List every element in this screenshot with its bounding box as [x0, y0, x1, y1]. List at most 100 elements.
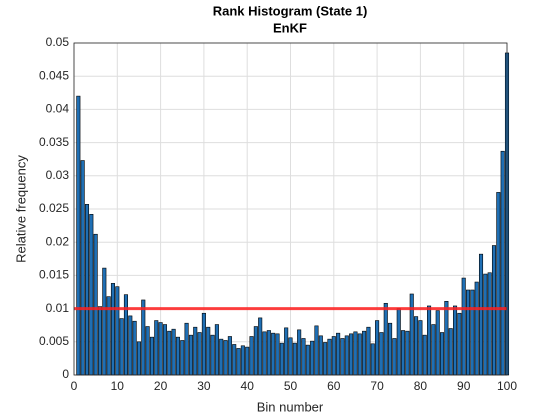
x-tick-label: 20	[154, 379, 168, 393]
x-tick-label: 0	[71, 379, 78, 393]
bar	[465, 289, 471, 376]
bar	[318, 335, 323, 376]
bar	[180, 340, 185, 376]
bar	[201, 312, 206, 376]
bar	[154, 320, 159, 376]
bar	[375, 320, 380, 376]
bar	[396, 308, 401, 376]
bar	[128, 315, 133, 376]
bar	[236, 348, 241, 376]
chart-subtitle: EnKF	[273, 20, 307, 35]
bar	[418, 320, 423, 376]
y-tick-label: 0.005	[39, 334, 69, 348]
x-tick-label: 30	[197, 379, 211, 393]
bar	[158, 322, 163, 376]
y-tick-label: 0.04	[46, 102, 70, 116]
bar	[409, 293, 414, 376]
bar	[136, 341, 141, 376]
x-tick-label: 60	[327, 379, 341, 393]
bar	[457, 312, 462, 376]
bar	[453, 305, 458, 376]
x-tick-label: 10	[111, 379, 125, 393]
bar	[97, 306, 103, 376]
bar	[193, 326, 198, 376]
bar	[284, 327, 289, 376]
bar	[344, 335, 349, 376]
x-tick-label: 40	[241, 379, 255, 393]
bar	[310, 340, 315, 376]
x-tick-label: 50	[284, 379, 298, 393]
bar	[305, 344, 310, 376]
bar	[232, 344, 237, 376]
bar	[483, 273, 488, 376]
bar	[80, 160, 85, 376]
bar	[275, 333, 280, 376]
bar	[210, 334, 215, 376]
bar	[102, 267, 107, 376]
bar	[271, 332, 276, 376]
bar	[227, 336, 232, 376]
x-tick-label: 100	[497, 379, 517, 393]
y-tick-label: 0.02	[46, 234, 70, 248]
bar	[301, 338, 306, 376]
bar	[496, 192, 501, 376]
bar	[266, 330, 271, 376]
bar	[145, 326, 150, 376]
bar	[435, 310, 440, 376]
bar	[336, 332, 341, 376]
y-tick-label: 0.015	[39, 268, 69, 282]
bar	[119, 318, 124, 376]
y-tick-label: 0.025	[39, 201, 69, 215]
x-tick-label: 80	[414, 379, 428, 393]
bar	[262, 331, 267, 376]
bar	[362, 330, 367, 376]
bar	[240, 345, 245, 376]
axes-box	[73, 42, 508, 376]
bar	[253, 326, 258, 376]
bar	[84, 204, 90, 376]
bar	[314, 325, 319, 376]
y-tick-label: 0	[62, 367, 69, 381]
bar	[491, 245, 497, 376]
bar	[288, 337, 293, 376]
bar	[431, 324, 436, 376]
bar	[188, 334, 193, 376]
bar	[141, 299, 146, 376]
bar	[297, 329, 302, 376]
bar	[388, 322, 393, 376]
chart-title: Rank Histogram (State 1)	[213, 3, 368, 18]
bar	[327, 338, 332, 376]
bar	[197, 332, 202, 376]
bar	[366, 326, 371, 376]
bar	[132, 320, 137, 376]
bar	[448, 328, 453, 376]
bar	[162, 324, 167, 376]
y-tick-label: 0.035	[39, 135, 69, 149]
bar	[245, 346, 250, 376]
bar	[414, 316, 419, 376]
bar	[323, 342, 328, 376]
bar	[167, 330, 172, 376]
bar	[258, 317, 263, 376]
bar	[474, 281, 479, 376]
bar	[292, 342, 297, 376]
bar	[110, 283, 116, 376]
bar	[401, 330, 406, 376]
x-tick-label: 90	[457, 379, 471, 393]
bar	[500, 150, 505, 376]
y-tick-label: 0.045	[39, 68, 69, 82]
bar	[76, 95, 81, 376]
bar	[123, 294, 128, 376]
bar	[461, 277, 466, 376]
bar	[184, 322, 189, 376]
bar	[149, 336, 154, 376]
bar	[206, 326, 211, 376]
bar	[353, 331, 358, 376]
bar	[405, 330, 410, 376]
bar	[383, 302, 388, 376]
bar	[279, 342, 284, 376]
bar	[357, 333, 362, 376]
bar	[115, 286, 120, 376]
x-axis-label: Bin number	[257, 399, 324, 414]
bar	[249, 336, 254, 376]
